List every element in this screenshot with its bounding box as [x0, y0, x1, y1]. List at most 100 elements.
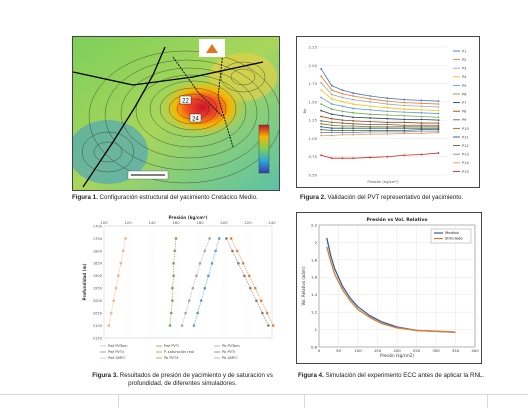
legend-entry: Pb PVTsim: [222, 344, 240, 348]
data-point: [420, 102, 423, 105]
data-point: [420, 109, 423, 111]
data-point: [267, 324, 270, 327]
data-point: [352, 127, 355, 130]
y-tick-label: 1750: [93, 237, 103, 241]
data-point: [229, 237, 233, 240]
data-point: [198, 262, 202, 265]
x-axis-label: Presión (kg/cm2): [380, 353, 414, 358]
data-point: [320, 134, 323, 137]
data-point: [420, 127, 423, 130]
y-tick-label: 0.50: [309, 173, 318, 178]
data-point: [330, 157, 333, 160]
data-point: [386, 129, 389, 132]
data-point: [437, 128, 440, 131]
series-line: [169, 238, 177, 326]
legend-entry: P14: [462, 161, 469, 165]
legend-entry: Simulado: [445, 236, 463, 241]
data-point: [171, 299, 174, 302]
data-point: [369, 125, 372, 128]
y-tick-label: 1800: [93, 249, 103, 253]
data-point: [330, 124, 333, 127]
data-point: [255, 299, 258, 302]
pvt-chart: 2.25 2.00 1.75 1.50 1.25 1.00 0.75 0.50 Presión …: [302, 45, 469, 185]
legend-entry: P3: [462, 67, 466, 71]
data-point: [403, 125, 406, 128]
data-point: [225, 237, 228, 240]
legend-entry: P9: [462, 118, 467, 122]
y-axis-label: Bo: [302, 108, 307, 114]
data-point: [210, 262, 214, 265]
data-point: [121, 249, 125, 253]
legend-entry: P. saturación real: [164, 350, 194, 354]
data-point: [403, 124, 406, 127]
data-point: [203, 249, 207, 253]
map-label-22: 22: [179, 95, 192, 105]
data-point: [403, 127, 406, 130]
y-tick-label: 2050: [93, 312, 103, 316]
series-line: [230, 238, 274, 326]
data-point: [369, 123, 372, 126]
data-point: [217, 237, 221, 240]
figure-2-caption: Figura 2. Validación del PVT representat…: [300, 194, 464, 201]
figure-3-caption: Figura 3. Resultados de presión de yacim…: [92, 372, 273, 387]
y-tick-label: 1.75: [309, 81, 318, 86]
data-point: [237, 262, 240, 265]
data-point: [420, 111, 423, 114]
data-point: [184, 311, 187, 315]
data-point: [386, 127, 389, 130]
y-tick-label: 1: [315, 327, 318, 332]
data-point: [330, 127, 333, 130]
page-tick-1: [118, 394, 119, 408]
data-point: [420, 132, 423, 135]
data-point: [114, 286, 118, 290]
data-point: [352, 125, 355, 127]
data-point: [352, 103, 355, 105]
data-point: [341, 131, 344, 134]
data-point: [192, 324, 196, 327]
legend-entry: Medido: [445, 230, 459, 235]
data-point: [420, 122, 423, 124]
data-point: [437, 131, 440, 134]
x-tick-label: 160: [172, 220, 180, 225]
y-tick-label: 2: [315, 240, 318, 245]
legend-entry: P4: [462, 75, 467, 79]
data-point: [386, 121, 389, 124]
data-point: [207, 274, 210, 278]
legend-entry: Pb PVTi: [222, 350, 235, 354]
svg-text:22: 22: [182, 99, 189, 105]
legend-entry: Pb GMFC: [222, 356, 238, 360]
data-point: [437, 109, 440, 112]
data-point: [330, 134, 333, 137]
data-point: [195, 274, 198, 278]
data-point: [403, 132, 406, 135]
data-point: [249, 286, 252, 290]
data-point: [168, 324, 172, 327]
series-line-Simulado: [326, 246, 456, 333]
series-line: [108, 238, 126, 326]
data-point: [352, 98, 355, 101]
page-divider: [0, 394, 528, 395]
data-point: [369, 117, 372, 119]
y-tick-label: 1850: [93, 262, 103, 266]
depth-chart: Presión (kg/cm²) 100 120 140 160 180 200 220 240…: [82, 215, 276, 360]
data-point: [341, 119, 344, 122]
data-point: [341, 127, 344, 130]
data-point: [208, 237, 211, 240]
data-point: [196, 311, 199, 315]
data-point: [386, 114, 389, 116]
data-point: [403, 154, 406, 157]
data-point: [253, 286, 257, 290]
ecc-chart: Presión vs Vol. Relativo 0.8 1 1.2 1.4 1.6 1.8…: [301, 216, 479, 358]
y-tick-label: 2150: [93, 336, 103, 340]
data-point: [352, 116, 355, 119]
x-tick-label: 180: [196, 220, 204, 225]
data-point: [214, 249, 217, 253]
data-point: [171, 286, 174, 290]
data-point: [352, 157, 355, 160]
legend-entry: Pwf PVTx: [108, 350, 124, 354]
data-point: [369, 100, 372, 103]
legend-entry: P11: [462, 135, 469, 139]
y-tick-label: 2.25: [309, 45, 318, 50]
data-point: [386, 155, 389, 158]
data-point: [437, 100, 440, 103]
